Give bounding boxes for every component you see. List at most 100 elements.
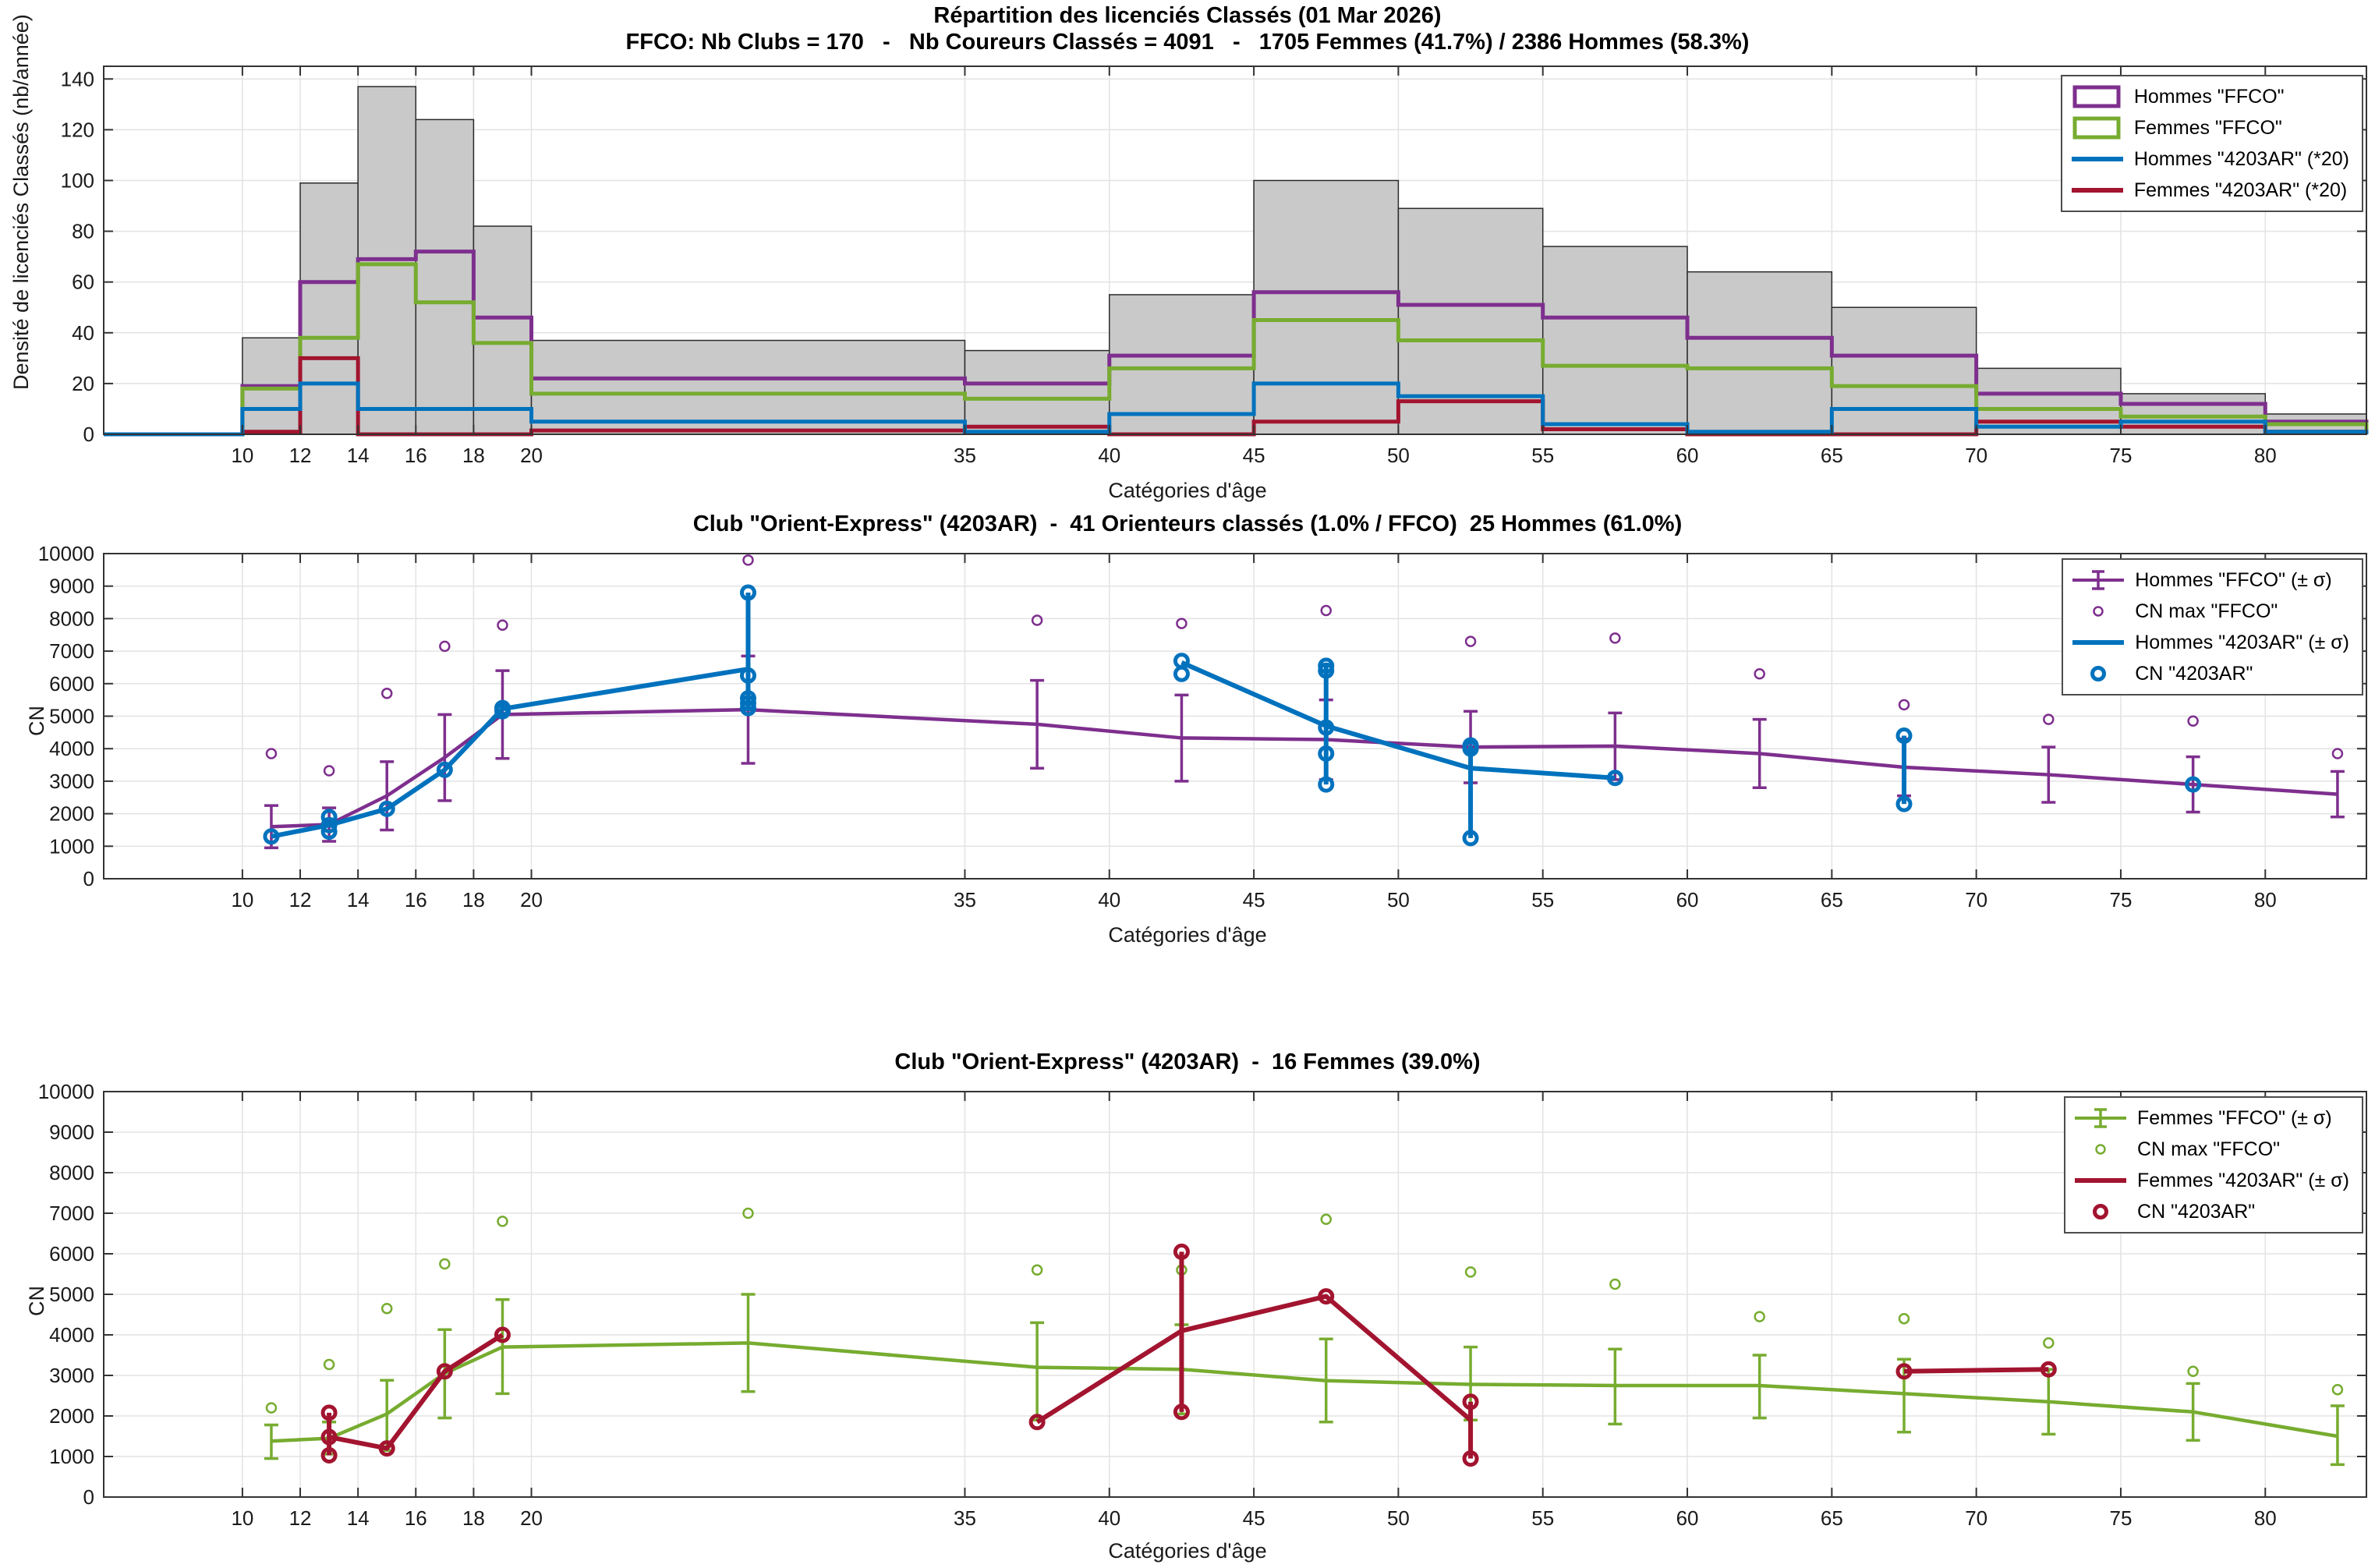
legend-item[interactable]: Femmes "FFCO" (± σ)	[2073, 1103, 2349, 1134]
legend-item[interactable]: Femmes "FFCO"	[2070, 112, 2349, 143]
club-cn-point	[739, 699, 756, 717]
swatch-circle	[2095, 1144, 2106, 1155]
x-tick-label: 18	[462, 1506, 485, 1530]
legend-item[interactable]: CN "4203AR"	[2071, 658, 2349, 689]
club-cn-point	[2185, 776, 2202, 793]
club-mean-line	[1035, 1294, 1473, 1425]
x-tick-label: 75	[2110, 444, 2133, 467]
x-tick-label: 70	[1965, 888, 1987, 911]
x-tick-label: 75	[2110, 1506, 2133, 1530]
club-cn-point	[1462, 830, 1479, 847]
x-tick-label: 40	[1098, 888, 1120, 911]
x-tick-label: 75	[2110, 888, 2133, 911]
club-cn-point	[1318, 719, 1335, 736]
legend-item[interactable]: CN max "FFCO"	[2073, 1134, 2349, 1165]
cn-max-point	[1898, 699, 1910, 711]
cn-max-point	[1176, 618, 1188, 629]
chart1-legend[interactable]: Hommes "FFCO" Femmes "FFCO" Hommes "4203AR…	[2060, 75, 2363, 212]
x-tick-label: 60	[1676, 888, 1699, 911]
legend-item-label: CN "4203AR"	[2137, 1200, 2256, 1223]
y-tick-label: 1000	[49, 834, 94, 858]
chart3-y-axis-label: CN	[25, 1286, 48, 1316]
x-tick-label: 55	[1531, 444, 1554, 467]
x-tick-label: 45	[1243, 888, 1265, 911]
legend-item[interactable]: CN "4203AR"	[2073, 1196, 2349, 1227]
club-cn-point	[1462, 1450, 1479, 1467]
club-cn-point	[263, 828, 280, 845]
club-cn-point	[739, 584, 756, 601]
y-tick-label: 6000	[49, 1242, 94, 1265]
legend-item-label: CN max "FFCO"	[2135, 600, 2278, 622]
histogram-bar	[299, 182, 359, 435]
club-mean-line	[1903, 1367, 2049, 1374]
chart2-legend[interactable]: Hommes "FFCO" (± σ) CN max "FFCO" Hommes "…	[2062, 558, 2363, 696]
circle-bold-legend-swatch	[2090, 666, 2107, 681]
circle-small-legend-swatch	[2095, 1144, 2106, 1155]
x-tick-label: 65	[1821, 444, 1843, 467]
legend-item-label: Femmes "FFCO" (± σ)	[2137, 1106, 2332, 1129]
cn-max-point	[497, 1216, 508, 1227]
legend-item[interactable]: Hommes "FFCO" (± σ)	[2071, 565, 2349, 596]
cn-max-point	[1754, 1311, 1765, 1322]
y-tick-label: 3000	[49, 770, 94, 793]
cn-max-point	[1464, 635, 1477, 647]
y-tick-label: 9000	[49, 1120, 94, 1144]
legend-item-label: Hommes "FFCO"	[2133, 85, 2285, 108]
swatch-rect	[2072, 85, 2121, 108]
club-cn-point	[320, 1428, 338, 1446]
y-tick-label: 10000	[38, 1080, 94, 1103]
legend-item[interactable]: Hommes "4203AR" (*20)	[2070, 143, 2349, 175]
cn-max-point	[2187, 1365, 2199, 1378]
swatch-circle	[2093, 1204, 2109, 1219]
club-cn-point	[320, 809, 338, 826]
x-tick-label: 40	[1098, 444, 1120, 467]
ffco-errorbar-series	[264, 1207, 2345, 1467]
y-tick-label: 6000	[49, 672, 94, 696]
y-tick-label: 120	[61, 118, 94, 141]
legend-item[interactable]: Femmes "4203AR" (*20)	[2070, 175, 2349, 206]
x-tick-label: 14	[347, 1506, 370, 1530]
legend-item[interactable]: CN max "FFCO"	[2071, 596, 2349, 627]
x-tick-label: 40	[1098, 1506, 1120, 1530]
cn-max-point	[1754, 668, 1765, 680]
x-tick-label: 12	[289, 444, 312, 467]
y-tick-label: 2000	[49, 802, 94, 826]
legend-item[interactable]: Femmes "4203AR" (± σ)	[2073, 1165, 2349, 1196]
cn-max-point	[380, 688, 393, 699]
x-tick-label: 65	[1821, 888, 1843, 911]
x-tick-label: 12	[289, 888, 312, 911]
y-tick-label: 9000	[49, 575, 94, 598]
histogram-bar	[1831, 306, 1977, 435]
line-legend-swatch	[2071, 157, 2123, 161]
chart2-frame: 10 12 14 16 18 20 35 40 45 50 55 60 65 70 75 80 0 1000 200…	[38, 542, 2367, 911]
cn-max-point	[2043, 1337, 2055, 1349]
club-series	[263, 584, 2202, 847]
cn-max-point	[439, 1258, 451, 1270]
club-cn-point	[1173, 1243, 1190, 1260]
x-tick-label: 16	[405, 444, 427, 467]
y-tick-label: 4000	[49, 1323, 94, 1347]
x-tick-label: 80	[2254, 444, 2277, 467]
ffco-errorbar-series	[264, 554, 2345, 850]
y-tick-label: 140	[61, 67, 94, 90]
histogram-bar	[1541, 246, 1688, 435]
chart2-y-axis-label: CN	[25, 706, 48, 736]
y-tick-label: 20	[72, 372, 94, 395]
club-cn-point	[2040, 1361, 2057, 1378]
x-tick-label: 45	[1243, 1506, 1265, 1530]
cn-max-point	[2187, 715, 2199, 727]
stairs-hommes_club	[104, 381, 2369, 437]
y-tick-label: 8000	[49, 607, 94, 630]
chart2-x-axis-label: Catégories d'âge	[1108, 923, 1267, 947]
cn-max-point	[323, 765, 335, 777]
chart3-frame: 10 12 14 16 18 20 35 40 45 50 55 60 65 70 75 80 0 1000 200…	[38, 1080, 2367, 1530]
chart3-legend[interactable]: Femmes "FFCO" (± σ) CN max "FFCO" Femmes "…	[2064, 1096, 2363, 1234]
club-mean-line	[328, 1333, 504, 1451]
legend-item[interactable]: Hommes "FFCO"	[2070, 81, 2349, 112]
chart3-axes	[104, 1091, 2366, 1498]
line-legend-swatch	[2071, 188, 2123, 193]
legend-item[interactable]: Hommes "4203AR" (± σ)	[2071, 627, 2349, 658]
x-tick-label: 35	[954, 1506, 976, 1530]
legend-item-label: Femmes "4203AR" (*20)	[2133, 179, 2348, 201]
club-cn-point	[1895, 1363, 1913, 1380]
